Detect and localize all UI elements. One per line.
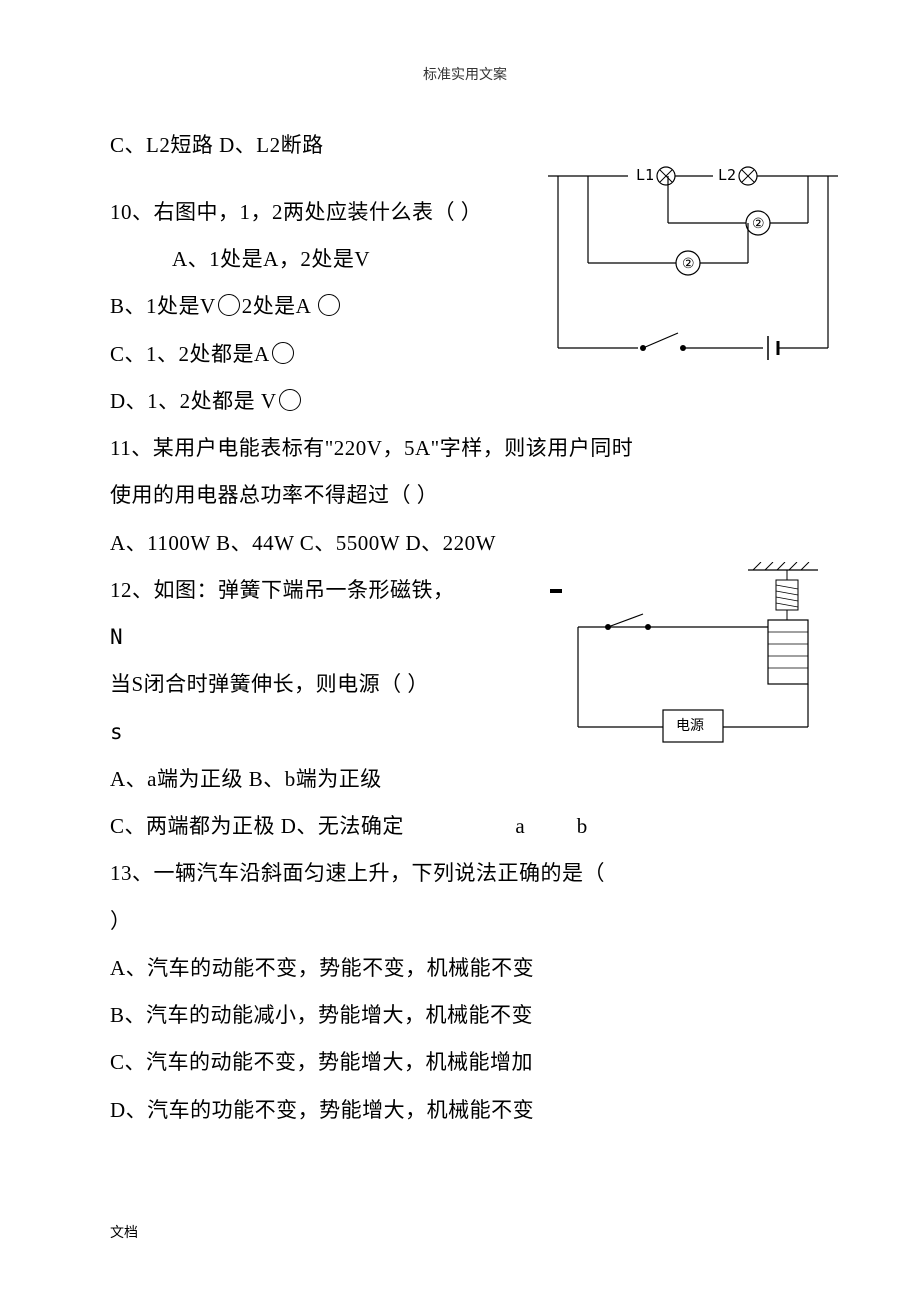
label-L1: L1 [636, 166, 654, 184]
q10-opt-d: D、1、2处都是 V [110, 378, 820, 425]
page-footer: 文档 [110, 1222, 138, 1242]
q10-b-mid: 2处是A [242, 294, 316, 318]
q12-stem1-text: 12、如图：弹簧下端吊一条形磁铁， [110, 578, 455, 602]
q13-stem: 13、一辆汽车沿斜面匀速上升，下列说法正确的是（ [110, 850, 820, 897]
q12-circuit-diagram: 电源 [558, 562, 838, 762]
page-header: 标准实用文案 [110, 60, 820, 92]
q13-opt-a: A、汽车的动能不变，势能不变，机械能不变 [110, 945, 820, 992]
label-L2: L2 [718, 166, 736, 184]
circle-icon [318, 294, 340, 316]
q12-label-a: a [515, 814, 525, 838]
q13-paren: ） [110, 898, 820, 945]
power-label: 电源 [676, 718, 704, 734]
meter-1-label: ② [682, 257, 695, 272]
q10-c-pre: C、1、2处都是A [110, 342, 270, 366]
circle-icon [272, 342, 294, 364]
q13-opt-b: B、汽车的动能减小，势能增大，机械能不变 [110, 992, 820, 1039]
q10-b-pre: B、1处是V [110, 294, 216, 318]
circle-icon [279, 389, 301, 411]
q11-opts: A、1100W B、44W C、5500W D、220W [110, 520, 820, 567]
q11-stem1: 11、某用户电能表标有"220V，5A"字样，则该用户同时 [110, 425, 820, 472]
q12-opts-cd: C、两端都为正极 D、无法确定 a b [110, 803, 820, 850]
meter-2-label: ② [752, 217, 765, 232]
q13-opt-d: D、汽车的功能不变，势能增大，机械能不变 [110, 1087, 820, 1134]
circle-icon [218, 294, 240, 316]
q13-opt-c: C、汽车的动能不变，势能增大，机械能增加 [110, 1039, 820, 1086]
q12-opts-ab: A、a端为正级 B、b端为正级 [110, 756, 820, 803]
q12-label-b: b [577, 814, 588, 838]
q10-circuit-diagram: L1 L2 ② ② [548, 158, 838, 368]
q10-d-pre: D、1、2处都是 V [110, 389, 277, 413]
q12-cd-text: C、两端都为正极 D、无法确定 [110, 814, 404, 838]
q11-stem2: 使用的用电器总功率不得超过（ ） [110, 472, 820, 519]
